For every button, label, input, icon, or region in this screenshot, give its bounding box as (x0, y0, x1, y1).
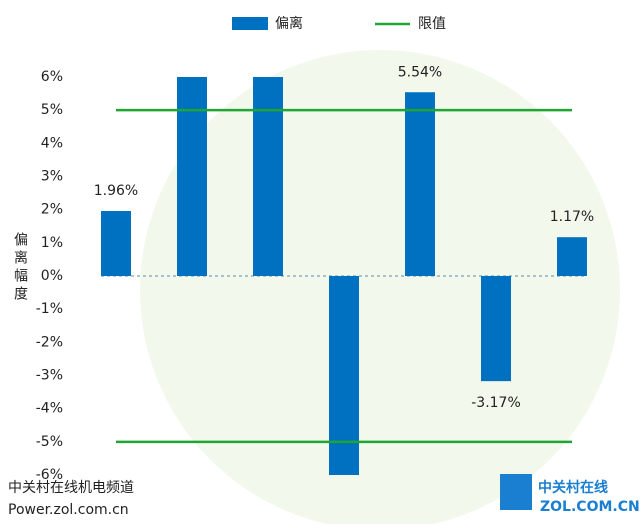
bar (481, 276, 511, 382)
value-label: 5.54% (398, 64, 442, 80)
legend-swatch (232, 17, 268, 30)
y-tick-label: 2% (41, 202, 63, 218)
watermark-brand: 中关村在线 (538, 479, 608, 496)
logo (500, 474, 532, 510)
y-tick-label: -4% (36, 401, 63, 417)
watermark-brand-url: ZOL.COM.CN (540, 499, 640, 515)
y-tick-label: -6% (36, 467, 63, 483)
value-label: -3.17% (471, 395, 521, 411)
bar (329, 276, 359, 475)
y-tick-label: 5% (41, 102, 63, 118)
y-axis-label: 偏离幅度 (12, 232, 28, 304)
bar (405, 92, 435, 276)
bar (557, 237, 587, 276)
y-tick-label: -3% (36, 368, 63, 384)
y-tick-label: -2% (36, 334, 63, 350)
y-tick-label: 0% (41, 268, 63, 284)
value-label: 1.96% (94, 183, 138, 199)
legend-label: 限值 (418, 16, 446, 32)
bar (253, 77, 283, 276)
value-label: 1.17% (550, 209, 594, 225)
watermark-channel: 中关村在线机电频道 (8, 480, 134, 496)
bar (177, 77, 207, 276)
bar (101, 210, 131, 276)
y-tick-label: 6% (41, 69, 63, 85)
y-tick-label: 4% (41, 135, 63, 151)
watermark-bg (140, 50, 620, 524)
y-tick-label: 3% (41, 169, 63, 185)
legend-label: 偏离 (275, 15, 303, 32)
watermark-url: Power.zol.com.cn (8, 502, 129, 518)
y-tick-label: -5% (36, 434, 63, 450)
y-tick-label: 1% (41, 235, 63, 251)
y-tick-label: -1% (36, 301, 63, 317)
